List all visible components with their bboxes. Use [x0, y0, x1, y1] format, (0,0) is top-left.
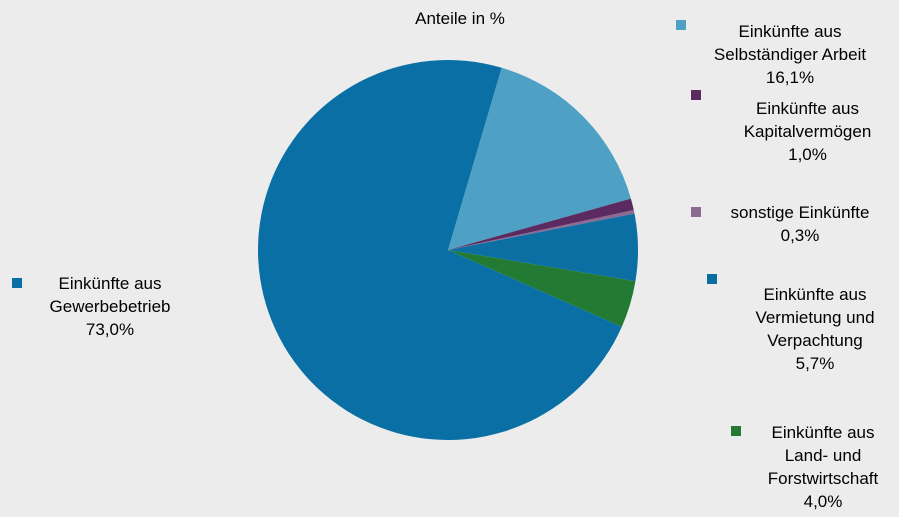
- legend-swatch-land-forstwirtschaft: [731, 426, 741, 436]
- legend-label-line: Selbständiger Arbeit: [713, 45, 867, 64]
- legend-swatch-vermietung-verpachtung: [707, 274, 717, 284]
- legend-swatch-selbstaendige-arbeit: [676, 20, 686, 30]
- pie-slice-4: [448, 250, 636, 327]
- pie-slice-5: [257, 60, 622, 441]
- legend-label-line: Kapitalvermögen: [743, 122, 872, 141]
- legend-label-line: Land- und: [784, 446, 862, 465]
- legend-label-line: Forstwirtschaft: [767, 469, 879, 488]
- legend-vermietung-verpachtung: Einkünfte aus Vermietung und Verpachtung…: [707, 274, 895, 375]
- legend-sonstige-einkuenfte: sonstige Einkünfte 0,3%: [691, 201, 895, 247]
- legend-value: 73,0%: [85, 320, 135, 339]
- legend-label-line: Einkünfte aus: [755, 99, 859, 118]
- legend-swatch-gewerbebetrieb: [12, 278, 22, 288]
- legend-value: 1,0%: [788, 145, 827, 164]
- legend-label-line: Einkünfte aus: [738, 22, 842, 41]
- legend-label-line: Vermietung und: [755, 308, 875, 327]
- legend-value: 5,7%: [795, 354, 835, 373]
- legend-label-line: Gewerbebetrieb: [49, 297, 171, 316]
- legend-label-line: Einkünfte aus: [771, 423, 875, 442]
- legend-value: 0,3%: [780, 226, 820, 245]
- legend-label-line: Einkünfte aus: [58, 274, 162, 293]
- legend-swatch-sonstige-einkuenfte: [691, 207, 701, 217]
- pie-slice-1: [448, 198, 634, 250]
- legend-kapitalvermoegen: Einkünfte aus Kapitalvermögen 1,0%: [691, 90, 895, 166]
- legend-swatch-kapitalvermoegen: [691, 90, 701, 100]
- chart-title: Anteile in %: [415, 9, 505, 28]
- legend-label-line: Einkünfte aus: [763, 285, 867, 304]
- legend-label-line: Verpachtung: [767, 331, 863, 350]
- legend-label-line: sonstige Einkünfte: [730, 203, 870, 222]
- pie-slice-0: [448, 67, 631, 250]
- pie-slice-2: [448, 210, 635, 250]
- legend-value: 4,0%: [803, 492, 843, 511]
- legend-gewerbebetrieb: Einkünfte aus Gewerbebetrieb 73,0%: [12, 272, 200, 341]
- legend-value: 16,1%: [765, 68, 815, 87]
- pie-slice-3: [448, 213, 638, 282]
- legend-land-forstwirtschaft: Einkünfte aus Land- und Forstwirtschaft …: [731, 421, 898, 513]
- legend-selbstaendige-arbeit: Einkünfte aus Selbständiger Arbeit 16,1%: [676, 20, 890, 89]
